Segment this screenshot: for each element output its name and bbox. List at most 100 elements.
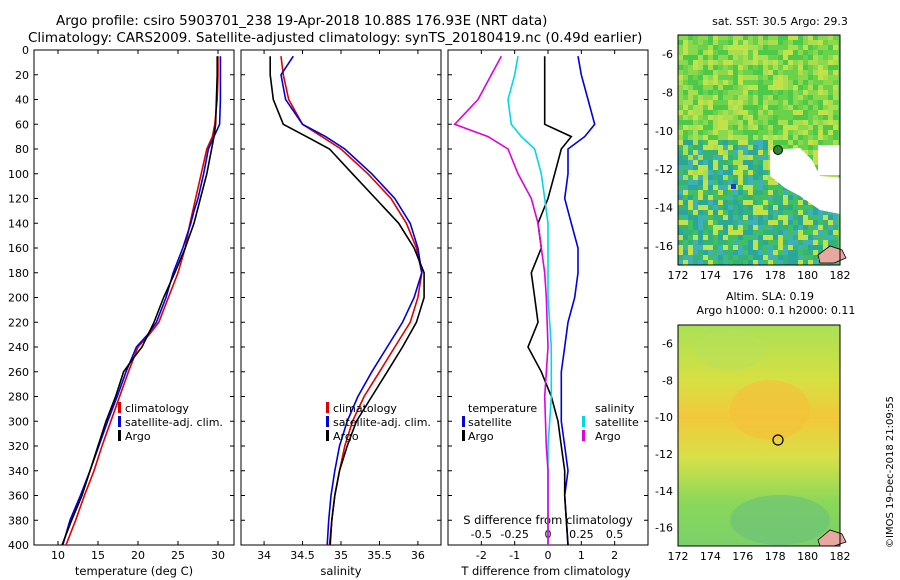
sst-cell bbox=[678, 170, 684, 176]
sst-cell bbox=[703, 60, 709, 66]
sst-cell bbox=[683, 125, 689, 131]
sst-cell bbox=[828, 225, 834, 231]
sst-cell bbox=[743, 170, 749, 176]
sst-cell bbox=[808, 155, 814, 161]
sst-cell bbox=[683, 55, 689, 61]
sst-cell bbox=[753, 165, 759, 171]
sst-cell bbox=[803, 40, 809, 46]
sst-cell bbox=[678, 65, 684, 71]
sst-cell bbox=[693, 180, 699, 186]
sst-cell bbox=[743, 210, 749, 216]
sst-cell bbox=[758, 140, 764, 146]
sst-cell bbox=[778, 205, 784, 211]
sst-cell bbox=[768, 85, 774, 91]
sst-cell bbox=[723, 180, 729, 186]
sst-cell bbox=[803, 115, 809, 121]
sst-cell bbox=[773, 40, 779, 46]
sst-cell bbox=[713, 150, 719, 156]
sst-cell bbox=[833, 80, 839, 86]
sst-cell bbox=[698, 90, 704, 96]
sst-cell bbox=[713, 225, 719, 231]
sst-cell bbox=[783, 215, 789, 221]
sst-cell bbox=[758, 125, 764, 131]
sst-cell bbox=[808, 230, 814, 236]
sst-cell bbox=[788, 200, 794, 206]
sst-cell bbox=[813, 90, 819, 96]
sst-cell bbox=[773, 65, 779, 71]
sst-cell bbox=[678, 105, 684, 111]
sst-cell bbox=[698, 180, 704, 186]
sst-cell bbox=[793, 255, 799, 261]
sst-cell bbox=[708, 235, 714, 241]
sst-cell bbox=[763, 120, 769, 126]
sst-cell bbox=[678, 180, 684, 186]
sst-cell bbox=[728, 105, 734, 111]
sst-cell bbox=[753, 90, 759, 96]
sst-cell bbox=[723, 60, 729, 66]
sst-cell bbox=[808, 150, 814, 156]
sst-cell bbox=[793, 55, 799, 61]
sst-cell bbox=[698, 240, 704, 246]
sst-cell bbox=[698, 125, 704, 131]
sst-cell bbox=[783, 95, 789, 101]
sst-cell bbox=[808, 130, 814, 136]
sst-cell bbox=[713, 40, 719, 46]
sst-cell bbox=[693, 225, 699, 231]
sst-cell bbox=[793, 245, 799, 251]
sst-cell bbox=[813, 95, 819, 101]
sst-map bbox=[678, 35, 847, 266]
sst-cell bbox=[723, 40, 729, 46]
sst-cell bbox=[778, 95, 784, 101]
sst-cell bbox=[818, 50, 824, 56]
sst-cell bbox=[728, 235, 734, 241]
sst-cell bbox=[768, 230, 774, 236]
sst-cell bbox=[718, 100, 724, 106]
sst-cell bbox=[758, 145, 764, 151]
sst-cell bbox=[748, 120, 754, 126]
sst-cell bbox=[803, 95, 809, 101]
sst-map-title: sat. SST: 30.5 Argo: 29.3 bbox=[712, 15, 848, 28]
sst-cell bbox=[793, 100, 799, 106]
sst-cell bbox=[813, 150, 819, 156]
sst-cell bbox=[803, 240, 809, 246]
sst-cell bbox=[788, 70, 794, 76]
sst-cell bbox=[768, 190, 774, 196]
sst-cell bbox=[728, 80, 734, 86]
sst-cell bbox=[728, 90, 734, 96]
sst-cell bbox=[798, 210, 804, 216]
sst-cell bbox=[683, 155, 689, 161]
sst-cell bbox=[833, 135, 839, 141]
sst-cell bbox=[703, 160, 709, 166]
sst-cell bbox=[783, 195, 789, 201]
sst-cell bbox=[813, 245, 819, 251]
sst-cell bbox=[683, 130, 689, 136]
sst-cell bbox=[823, 95, 829, 101]
sst-cell bbox=[733, 150, 739, 156]
sst-cell bbox=[678, 130, 684, 136]
sst-cell bbox=[803, 55, 809, 61]
sst-cell bbox=[783, 125, 789, 131]
sst-cell bbox=[743, 115, 749, 121]
sst-cell bbox=[688, 220, 694, 226]
sst-cell bbox=[828, 100, 834, 106]
sst-cell bbox=[713, 240, 719, 246]
sst-cell bbox=[688, 120, 694, 126]
sst-cell bbox=[723, 160, 729, 166]
sst-cell bbox=[693, 170, 699, 176]
sst-cell bbox=[748, 155, 754, 161]
sst-cell bbox=[683, 185, 689, 191]
sst-cell bbox=[733, 65, 739, 71]
sst-cell bbox=[743, 150, 749, 156]
legend-swatch-argo bbox=[118, 430, 121, 441]
sst-cell bbox=[788, 195, 794, 201]
sst-cell bbox=[768, 130, 774, 136]
sst-cell bbox=[698, 190, 704, 196]
difference-series bbox=[453, 55, 596, 545]
sst-cell bbox=[688, 65, 694, 71]
sst-cell bbox=[693, 220, 699, 226]
sst-cell bbox=[708, 65, 714, 71]
sst-cell bbox=[778, 80, 784, 86]
sst-cell bbox=[823, 220, 829, 226]
sst-cell bbox=[713, 135, 719, 141]
sst-cell bbox=[813, 240, 819, 246]
